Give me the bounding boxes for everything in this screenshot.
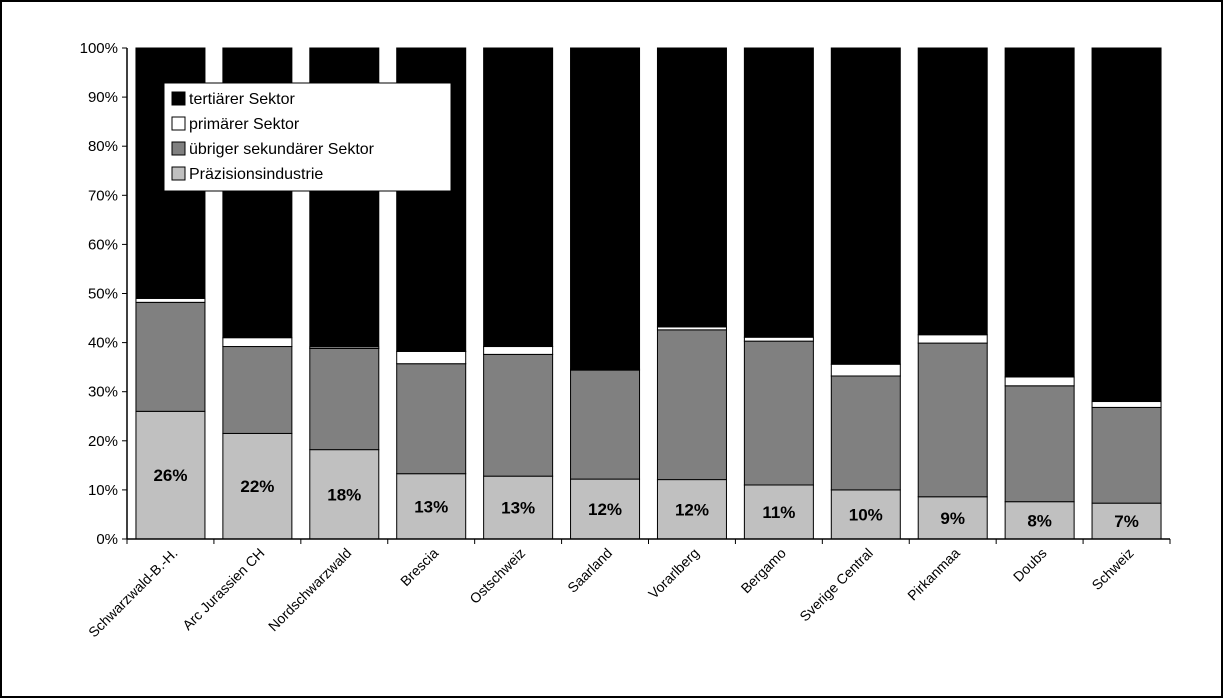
y-tick-label: 0% (96, 531, 118, 548)
y-tick-label: 70% (88, 187, 118, 204)
y-tick-label: 50% (88, 286, 118, 303)
bar-segment-4-7 (656, 47, 727, 328)
axes (126, 48, 1171, 544)
data-labels: 26% 22% 18% 13% 13% 12% 12% 11% 10% 9% 8% 7% (153, 466, 1138, 531)
data-label: 12% (675, 500, 709, 519)
bar-segment-2-5 (483, 353, 554, 477)
y-axis-ticks: 0% 10% 20% 30% 40% 50% 60% 70% 80% 90% 100% (80, 40, 127, 548)
data-label: 18% (327, 485, 361, 504)
bar-segment-3-12 (1091, 401, 1162, 408)
category-label: Doubs (1010, 545, 1050, 585)
data-label: 13% (501, 499, 535, 518)
bar-segment-4-6 (570, 47, 641, 370)
bar-segment-2-6 (570, 369, 641, 480)
bar-segment-3-10 (917, 334, 988, 344)
y-tick-label: 80% (88, 138, 118, 155)
legend-swatch (171, 141, 186, 156)
legend-label: tertiärer Sektor (189, 91, 295, 108)
y-tick-label: 20% (88, 433, 118, 450)
data-label: 10% (849, 505, 883, 524)
legend-swatch (171, 116, 186, 131)
bar-segment-3-9 (830, 363, 901, 377)
bar-segment-2-7 (656, 329, 727, 481)
legend-swatch (171, 166, 186, 181)
bar-segment-1-2 (222, 432, 293, 540)
bar-segment-2-10 (917, 342, 988, 498)
bar-segment-2-2 (222, 346, 293, 434)
bar-segment-4-8 (743, 47, 814, 338)
category-label: Ostschweiz (466, 545, 528, 607)
bar-segment-3-1 (135, 297, 206, 303)
legend-swatch (171, 91, 186, 106)
category-label: Nordschwarzwald (265, 545, 354, 634)
y-tick-label: 30% (88, 384, 118, 401)
bar-segment-2-1 (135, 301, 206, 412)
bar-segment-2-8 (743, 340, 814, 486)
data-label: 12% (588, 500, 622, 519)
bar-segment-2-12 (1091, 406, 1162, 504)
bar-segment-3-8 (743, 336, 814, 342)
y-tick-label: 90% (88, 89, 118, 106)
bar-segment-4-9 (830, 47, 901, 365)
category-label: Schwarzwald-B.-H. (85, 545, 180, 640)
category-label: Schweiz (1088, 545, 1136, 593)
bar-segment-2-3 (309, 347, 380, 451)
bar-segment-4-12 (1091, 47, 1162, 403)
bar-segment-3-4 (396, 350, 467, 365)
y-tick-label: 60% (88, 236, 118, 253)
y-tick-label: 40% (88, 335, 118, 352)
data-label: 8% (1027, 511, 1052, 530)
legend: tertiärer Sektor primärer Sektor übriger s… (163, 82, 452, 192)
bar-segment-3-2 (222, 337, 293, 348)
bar-segment-3-11 (1004, 376, 1075, 387)
bar-segment-2-9 (830, 375, 901, 491)
bar-segment-3-5 (483, 346, 554, 355)
category-label: Brescia (397, 545, 441, 589)
bar-segment-4-5 (483, 47, 554, 348)
bar-segment-4-11 (1004, 47, 1075, 378)
category-label: Sverige Central (796, 545, 876, 625)
category-label: Bergamo (738, 545, 790, 597)
legend-box (163, 82, 452, 192)
bar-segment-1-3 (309, 449, 380, 540)
category-label: Vorarlberg (645, 545, 702, 602)
bar-segment-1-1 (135, 410, 206, 540)
data-label: 11% (762, 503, 795, 522)
category-label: Pirkanmaa (904, 545, 963, 604)
legend-label: Präzisionsindustrie (189, 166, 323, 183)
bar-segment-1-5 (483, 475, 554, 540)
bar-segment-2-11 (1004, 385, 1075, 503)
category-labels: Schwarzwald-B.-H.Arc Jurassien CHNordsch… (85, 545, 1137, 641)
bar-segment-2-4 (396, 363, 467, 475)
data-label: 7% (1114, 512, 1139, 531)
legend-label: übriger sekundärer Sektor (189, 141, 375, 158)
y-tick-label: 100% (80, 40, 118, 57)
legend-label: primärer Sektor (189, 116, 300, 133)
data-label: 9% (940, 509, 965, 528)
bar-segment-1-4 (396, 473, 467, 540)
bar-segment-4-10 (917, 47, 988, 336)
data-label: 22% (240, 477, 274, 496)
category-label: Saarland (564, 545, 615, 596)
data-label: 26% (153, 466, 187, 485)
data-label: 13% (414, 497, 448, 516)
category-label: Arc Jurassien CH (179, 545, 267, 633)
y-tick-label: 10% (88, 482, 118, 499)
bar-segment-1-6 (570, 478, 641, 540)
